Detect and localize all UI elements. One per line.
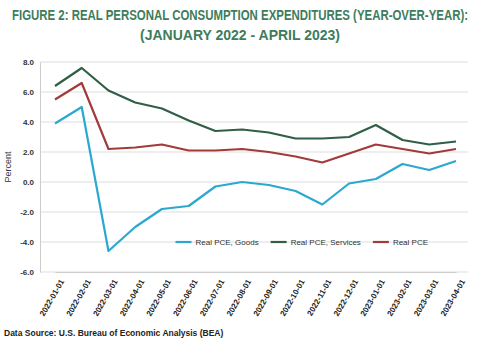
x-tick: 2023-03-01 <box>412 272 441 318</box>
x-tick-label: 2022-03-01 <box>91 277 120 317</box>
x-tick: 2022-05-01 <box>145 272 174 318</box>
y-tick-label: 4.0 <box>23 118 35 127</box>
y-tick-label: 2.0 <box>23 148 35 157</box>
y-tick-label: 6.0 <box>23 88 35 97</box>
x-tick-label: 2023-02-01 <box>385 277 414 317</box>
y-tick-label: -4.0 <box>20 238 34 247</box>
source-note: Data Source: U.S. Bureau of Economic Ana… <box>4 328 223 338</box>
x-tick-label: 2022-09-01 <box>252 277 281 317</box>
y-tick-label: -2.0 <box>20 208 34 217</box>
lines <box>55 68 456 251</box>
x-tick-label: 2022-04-01 <box>118 277 147 317</box>
y-tick: 0.0 <box>23 178 40 187</box>
grid-line <box>40 152 468 153</box>
y-tick: -2.0 <box>20 208 40 217</box>
grid-line <box>40 122 468 123</box>
x-tick-label: 2022-01-01 <box>38 277 67 317</box>
x-tick: 2022-01-01 <box>38 272 67 318</box>
legend-swatch <box>175 241 191 243</box>
grid-line <box>40 62 468 63</box>
grid-line <box>40 212 468 213</box>
legend-swatch <box>373 241 389 243</box>
title: FIGURE 2: REAL PERSONAL CONSUMPTION EXPE… <box>12 7 468 23</box>
x-tick: 2022-04-01 <box>118 272 147 318</box>
y-tick: 8.0 <box>23 58 40 67</box>
x-tick-label: 2022-06-01 <box>172 277 201 317</box>
y-axis: -6.0 -4.0 -2.0 0.0 2.0 4.0 6.0 8.0 <box>20 58 40 277</box>
y-tick: 6.0 <box>23 88 40 97</box>
x-tick-label: 2022-11-01 <box>305 277 333 317</box>
y-tick: -4.0 <box>20 238 40 247</box>
x-tick-label: 2023-03-01 <box>412 277 441 317</box>
series-line <box>55 83 456 163</box>
legend-item: Real PCE, Goods <box>175 238 258 247</box>
legend-item: Real PCE, Services <box>271 238 361 247</box>
grid <box>40 62 468 272</box>
y-tick-label: 0.0 <box>23 178 35 187</box>
x-tick: 2022-12-01 <box>332 272 361 318</box>
y-tick: 4.0 <box>23 118 40 127</box>
y-tick-label: -6.0 <box>20 268 34 277</box>
series-line <box>55 68 456 145</box>
x-tick: 2023-04-01 <box>439 272 468 318</box>
x-tick-label: 2022-02-01 <box>65 277 94 317</box>
x-tick: 2022-02-01 <box>65 272 94 318</box>
legend-label: Real PCE <box>393 238 428 247</box>
x-tick: 2022-07-01 <box>198 272 227 318</box>
x-tick-label: 2023-01-01 <box>359 277 388 317</box>
x-axis-line <box>56 272 457 273</box>
x-tick-label: 2022-05-01 <box>145 277 174 317</box>
subtitle: (JANUARY 2022 - APRIL 2023) <box>140 27 340 43</box>
x-tick: 2022-09-01 <box>252 272 281 318</box>
x-tick: 2022-10-01 <box>278 272 307 318</box>
legend: Real PCE, Goods Real PCE, Services Real PC… <box>175 238 428 247</box>
title-group: FIGURE 2: REAL PERSONAL CONSUMPTION EXPE… <box>12 7 468 43</box>
y-axis-line <box>40 63 41 273</box>
x-axis: 2022-01-012022-02-012022-03-012022-04-01… <box>38 272 468 318</box>
legend-label: Real PCE, Goods <box>195 238 258 247</box>
x-tick: 2023-01-01 <box>359 272 388 318</box>
x-tick-label: 2022-10-01 <box>278 277 307 317</box>
legend-item: Real PCE <box>373 238 428 247</box>
x-tick-label: 2022-08-01 <box>225 277 254 317</box>
x-tick-label: 2022-07-01 <box>198 277 227 317</box>
chart: FIGURE 2: REAL PERSONAL CONSUMPTION EXPE… <box>0 0 480 342</box>
x-tick: 2023-02-01 <box>385 272 414 318</box>
x-tick: 2022-03-01 <box>91 272 120 318</box>
legend-label: Real PCE, Services <box>291 238 361 247</box>
y-axis-title: Percent <box>3 151 13 183</box>
x-tick: 2022-06-01 <box>172 272 201 318</box>
x-tick-label: 2022-12-01 <box>332 277 361 317</box>
legend-swatch <box>271 241 287 243</box>
y-tick: 2.0 <box>23 148 40 157</box>
grid-line <box>40 272 468 273</box>
x-tick: 2022-11-01 <box>305 272 333 317</box>
x-tick-label: 2023-04-01 <box>439 277 468 317</box>
y-tick: -6.0 <box>20 268 40 277</box>
series-line <box>55 107 456 251</box>
grid-line <box>40 92 468 93</box>
y-tick-label: 8.0 <box>23 58 35 67</box>
x-tick: 2022-08-01 <box>225 272 254 318</box>
